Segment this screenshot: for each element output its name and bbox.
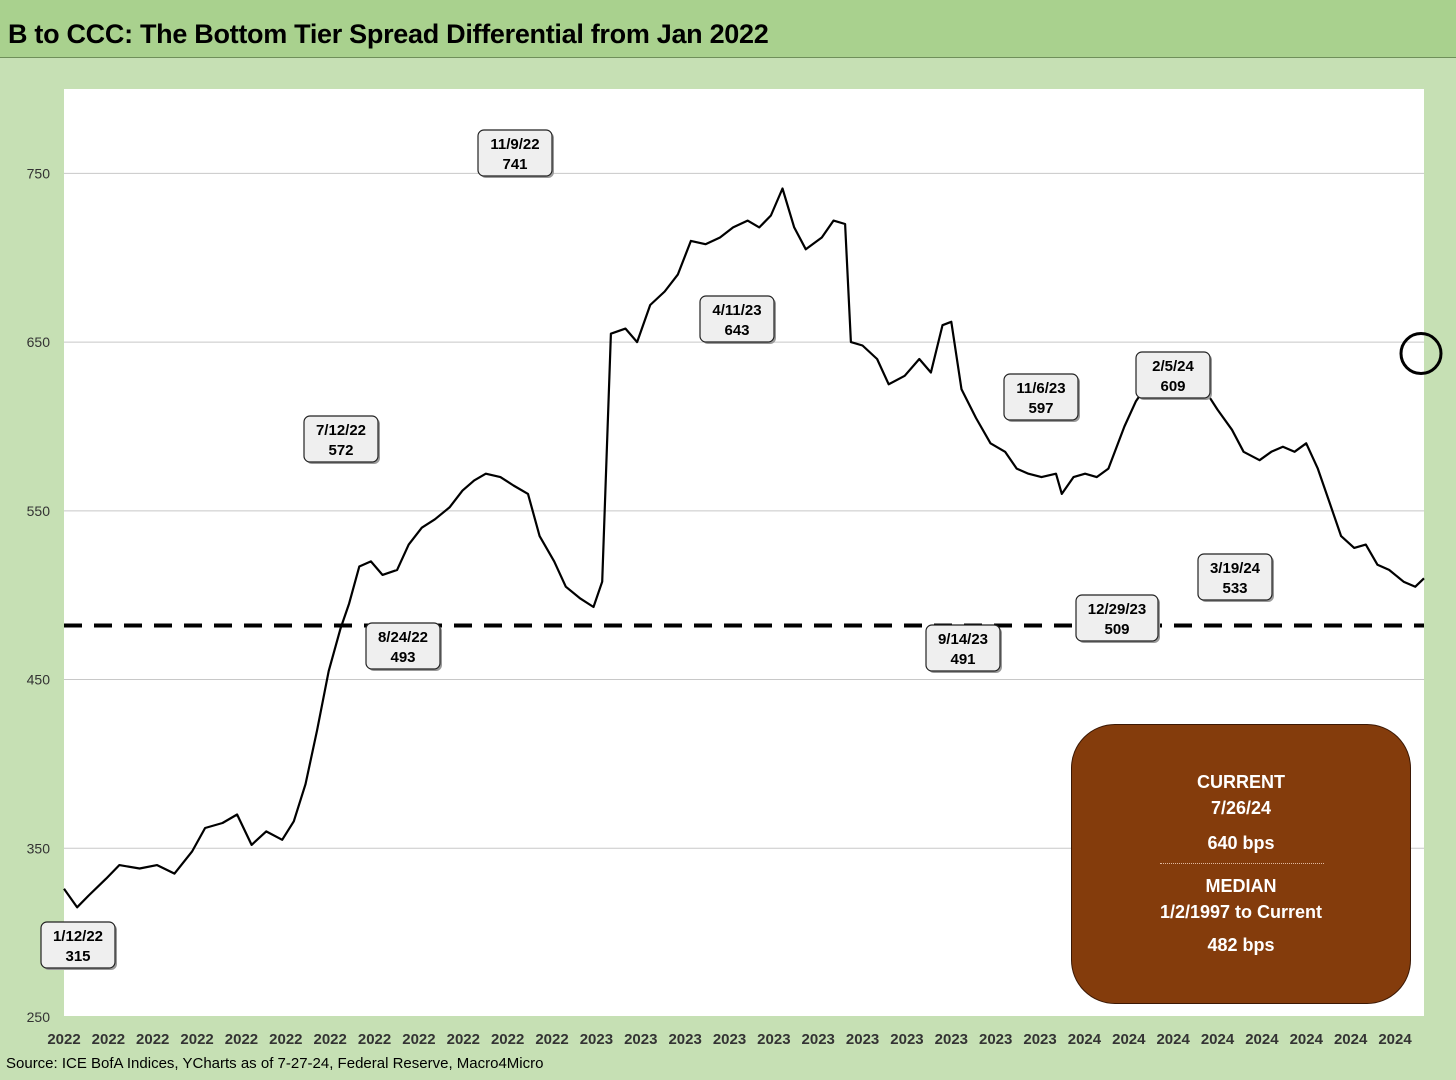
annotation-value: 643	[724, 322, 749, 339]
annotation-box	[365, 622, 441, 670]
x-tick-label: 2022	[136, 1031, 169, 1048]
x-tick-label: 2022	[92, 1031, 125, 1048]
annotation-value: 533	[1222, 580, 1247, 597]
x-tick-label: 2022	[314, 1031, 347, 1048]
annotation-box	[925, 624, 1001, 672]
y-tick-label: 750	[27, 165, 51, 181]
annotation-value: 509	[1104, 621, 1129, 638]
annotation-callout: 3/19/24 533	[1197, 553, 1274, 602]
annotation-box	[1197, 553, 1273, 601]
info-divider	[1160, 863, 1324, 864]
annotation-date: 9/14/23	[938, 631, 988, 648]
y-tick-label: 450	[27, 672, 51, 688]
annotation-box	[1003, 373, 1079, 421]
x-tick-label: 2023	[802, 1031, 835, 1048]
info-box: CURRENT 7/26/24 640 bps MEDIAN 1/2/1997 …	[1071, 724, 1411, 1004]
median-range: 1/2/1997 to Current	[1159, 902, 1323, 922]
current-label: CURRENT	[1197, 772, 1285, 792]
x-tick-label: 2022	[491, 1031, 524, 1048]
x-tick-label: 2024	[1201, 1031, 1235, 1048]
annotation-callout: 1/12/22 315	[40, 921, 117, 970]
x-tick-label: 2022	[225, 1031, 258, 1048]
x-tick-label: 2023	[1023, 1031, 1056, 1048]
annotation-value: 741	[502, 156, 527, 173]
annotation-date: 11/6/23	[1016, 380, 1065, 397]
source-bar	[0, 1048, 1456, 1080]
median-label: MEDIAN	[1205, 876, 1277, 896]
x-tick-label: 2024	[1334, 1031, 1368, 1048]
source-note: Source: ICE BofA Indices, YCharts as of …	[6, 1055, 544, 1072]
annotation-value: 609	[1160, 378, 1185, 395]
current-value: 640 bps	[1207, 833, 1275, 853]
x-tick-label: 2022	[358, 1031, 391, 1048]
annotation-callout: 4/11/23 643	[699, 295, 776, 344]
annotation-box	[40, 921, 116, 969]
chart-title: B to CCC: The Bottom Tier Spread Differe…	[8, 19, 769, 49]
annotation-value: 493	[390, 649, 415, 666]
annotation-callout: 11/9/22 741	[477, 129, 554, 178]
title-bar: B to CCC: The Bottom Tier Spread Differe…	[0, 0, 1456, 58]
x-tick-label: 2024	[1245, 1031, 1279, 1048]
annotation-box	[1135, 351, 1211, 399]
x-tick-label: 2023	[890, 1031, 923, 1048]
current-date: 7/26/24	[1210, 798, 1272, 818]
annotation-date: 12/29/23	[1088, 601, 1146, 618]
annotation-box	[477, 129, 553, 177]
annotation-box	[303, 415, 379, 463]
y-tick-label: 350	[27, 840, 51, 856]
y-tick-label: 250	[27, 1009, 51, 1025]
annotation-date: 7/12/22	[316, 422, 366, 439]
x-tick-label: 2022	[402, 1031, 435, 1048]
annotation-callout: 8/24/22 493	[365, 622, 442, 671]
x-tick-label: 2022	[47, 1031, 80, 1048]
annotation-date: 11/9/22	[490, 136, 539, 153]
annotation-box	[699, 295, 775, 343]
x-tick-label: 2024	[1290, 1031, 1324, 1048]
x-tick-label: 2023	[979, 1031, 1012, 1048]
annotation-value: 491	[950, 651, 975, 668]
x-tick-label: 2024	[1156, 1031, 1190, 1048]
annotation-value: 572	[328, 442, 353, 459]
x-tick-label: 2022	[535, 1031, 568, 1048]
x-tick-label: 2023	[713, 1031, 746, 1048]
y-tick-label: 650	[27, 334, 51, 350]
x-tick-label: 2024	[1068, 1031, 1102, 1048]
annotation-value: 597	[1028, 400, 1053, 417]
annotation-callout: 2/5/24 609	[1135, 351, 1212, 400]
x-tick-label: 2024	[1112, 1031, 1146, 1048]
x-tick-label: 2022	[447, 1031, 480, 1048]
current-point-marker	[1399, 332, 1443, 376]
x-tick-label: 2023	[580, 1031, 613, 1048]
annotation-callout: 9/14/23 491	[925, 624, 1002, 673]
annotation-callout: 11/6/23 597	[1003, 373, 1080, 422]
annotation-value: 315	[65, 948, 90, 965]
annotation-callout: 12/29/23 509	[1075, 594, 1160, 643]
x-tick-label: 2022	[269, 1031, 302, 1048]
x-tick-label: 2024	[1378, 1031, 1412, 1048]
annotation-date: 4/11/23	[712, 302, 761, 319]
annotation-date: 3/19/24	[1210, 560, 1261, 577]
median-value: 482 bps	[1207, 935, 1275, 955]
annotation-callout: 7/12/22 572	[303, 415, 380, 464]
annotation-date: 1/12/22	[53, 928, 103, 945]
x-tick-label: 2023	[624, 1031, 657, 1048]
x-tick-label: 2023	[935, 1031, 968, 1048]
y-tick-label: 550	[27, 503, 51, 519]
annotation-box	[1075, 594, 1159, 642]
annotation-date: 8/24/22	[378, 629, 428, 646]
x-tick-label: 2023	[846, 1031, 879, 1048]
x-tick-label: 2022	[180, 1031, 213, 1048]
x-tick-label: 2023	[757, 1031, 790, 1048]
annotation-date: 2/5/24	[1152, 358, 1194, 375]
x-tick-label: 2023	[668, 1031, 701, 1048]
